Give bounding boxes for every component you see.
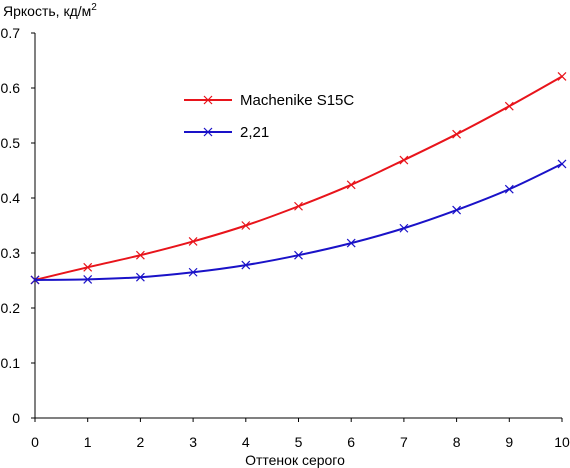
data-point-marker — [346, 238, 356, 248]
legend-item: 2,21 — [184, 124, 269, 141]
x-tick-label: 5 — [295, 434, 303, 450]
data-point-marker — [504, 101, 514, 111]
x-tick-label: 2 — [137, 434, 145, 450]
data-point-marker — [83, 274, 93, 284]
y-axis-title: Яркость, кд/м2 — [3, 2, 97, 19]
legend-item: Machenike S15C — [184, 92, 354, 109]
x-axis-title: Оттенок серого — [245, 452, 345, 468]
data-point-marker — [346, 180, 356, 190]
data-point-marker — [188, 267, 198, 277]
x-tick-label: 4 — [242, 434, 250, 450]
y-tick-label: 0.7 — [1, 25, 21, 41]
x-tick-label: 10 — [554, 434, 570, 450]
legend-label: Machenike S15C — [240, 92, 354, 109]
y-tick-label: 0.3 — [1, 245, 21, 261]
data-point-marker — [188, 237, 198, 246]
y-ticks: 0 0.1 0.2 0.3 0.4 0.5 0.6 0.7 — [1, 25, 35, 426]
x-tick-label: 1 — [84, 434, 92, 450]
x-tick-label: 3 — [189, 434, 197, 450]
data-point-marker — [294, 201, 303, 211]
data-point-marker — [83, 262, 93, 272]
data-point-marker — [135, 250, 145, 260]
series-1 — [30, 159, 567, 285]
x-tick-label: 8 — [453, 434, 461, 450]
data-point-marker — [135, 272, 145, 282]
data-point-marker — [241, 260, 251, 270]
x-tick-label: 0 — [31, 434, 39, 450]
x-tick-label: 9 — [505, 434, 513, 450]
y-tick-label: 0.6 — [1, 80, 21, 96]
data-point-marker — [452, 129, 462, 139]
data-point-marker — [30, 275, 40, 285]
data-point-marker — [294, 250, 303, 260]
data-point-marker — [241, 221, 251, 230]
series-layer — [30, 72, 567, 285]
x-ticks: 0 1 2 3 4 5 6 7 8 9 10 — [31, 418, 570, 450]
x-tick-label: 7 — [400, 434, 408, 450]
legend: Machenike S15C 2,21 — [184, 92, 354, 141]
y-tick-label: 0 — [12, 410, 20, 426]
data-point-marker — [504, 184, 514, 194]
data-point-marker — [399, 155, 409, 165]
y-tick-label: 0.5 — [1, 135, 21, 151]
x-tick-label: 6 — [347, 434, 355, 450]
y-tick-label: 0.4 — [1, 190, 21, 206]
axes — [34, 33, 562, 419]
data-point-marker — [452, 205, 462, 215]
y-tick-label: 0.2 — [1, 300, 21, 316]
data-point-marker — [557, 159, 567, 169]
y-tick-label: 0.1 — [1, 355, 21, 371]
series-line — [34, 162, 563, 281]
data-point-marker — [557, 72, 567, 81]
data-point-marker — [399, 223, 409, 233]
legend-label: 2,21 — [240, 124, 269, 141]
